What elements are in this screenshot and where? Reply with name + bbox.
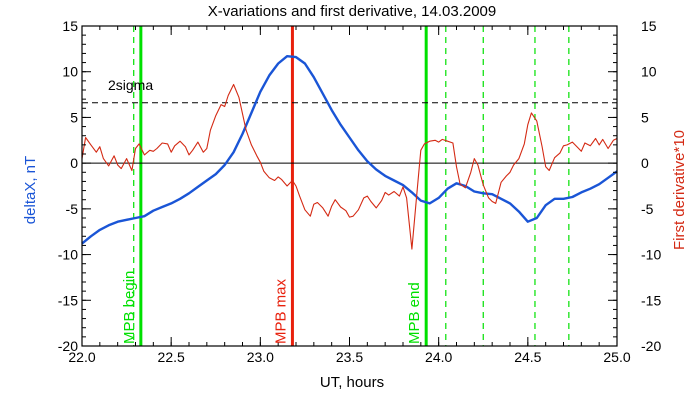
y-tick-label-right: 15 [641,18,657,34]
y-tick-label-left: -10 [58,247,78,263]
y-tick-label-right: -5 [641,201,654,217]
y-tick-label-left: 15 [62,18,78,34]
y-tick-label-right: -15 [641,292,661,308]
marker-label-0: MPB begin [121,271,138,344]
sigma-label: 2sigma [108,77,153,93]
y-tick-label-left: -15 [58,292,78,308]
x-tick-label: 23.5 [336,349,363,365]
series-line-derivative [81,83,618,250]
chart-title: X-variations and first derivative, 14.03… [208,3,497,20]
tick-layer: 22.0 22.5 23.0 23.5 24.0 24.5 25.0 15 15 10 10 5 5 0 0… [58,18,662,365]
marker-lines-layer [133,26,570,346]
y-tick-label-right: 0 [641,155,649,171]
x-axis-label: UT, hours [320,374,384,391]
series-layer [81,55,618,250]
y-tick-label-left: -5 [66,201,79,217]
x-tick-label: 24.0 [425,349,452,365]
y-axis-label-left: deltaX, nT [22,156,39,224]
frame-layer [81,25,618,347]
x-tick-label: 22.5 [158,349,185,365]
series-line-deltaX [81,55,618,245]
marker-label-2: MPB end [406,282,423,344]
y-tick-label-left: -20 [58,338,78,354]
y-tick-label-right: -20 [641,338,661,354]
x-tick-label: 23.0 [247,349,274,365]
y-tick-label-right: 10 [641,64,657,80]
plot-frame [81,25,618,347]
x-tick-label: 24.5 [514,349,541,365]
x-tick-label: 25.0 [603,349,630,365]
y-tick-label-right: -10 [641,247,661,263]
y-tick-label-left: 10 [62,64,78,80]
y-tick-label-left: 0 [70,155,78,171]
x-tick-label: 22.0 [68,349,95,365]
y-tick-label-right: 5 [641,109,649,125]
y-axis-label-right: First derivative*10 [671,130,688,250]
marker-labels-layer: MPB begin MPB max MPB end [121,271,423,344]
y-tick-label-left: 5 [70,109,78,125]
marker-label-1: MPB max [272,278,289,344]
